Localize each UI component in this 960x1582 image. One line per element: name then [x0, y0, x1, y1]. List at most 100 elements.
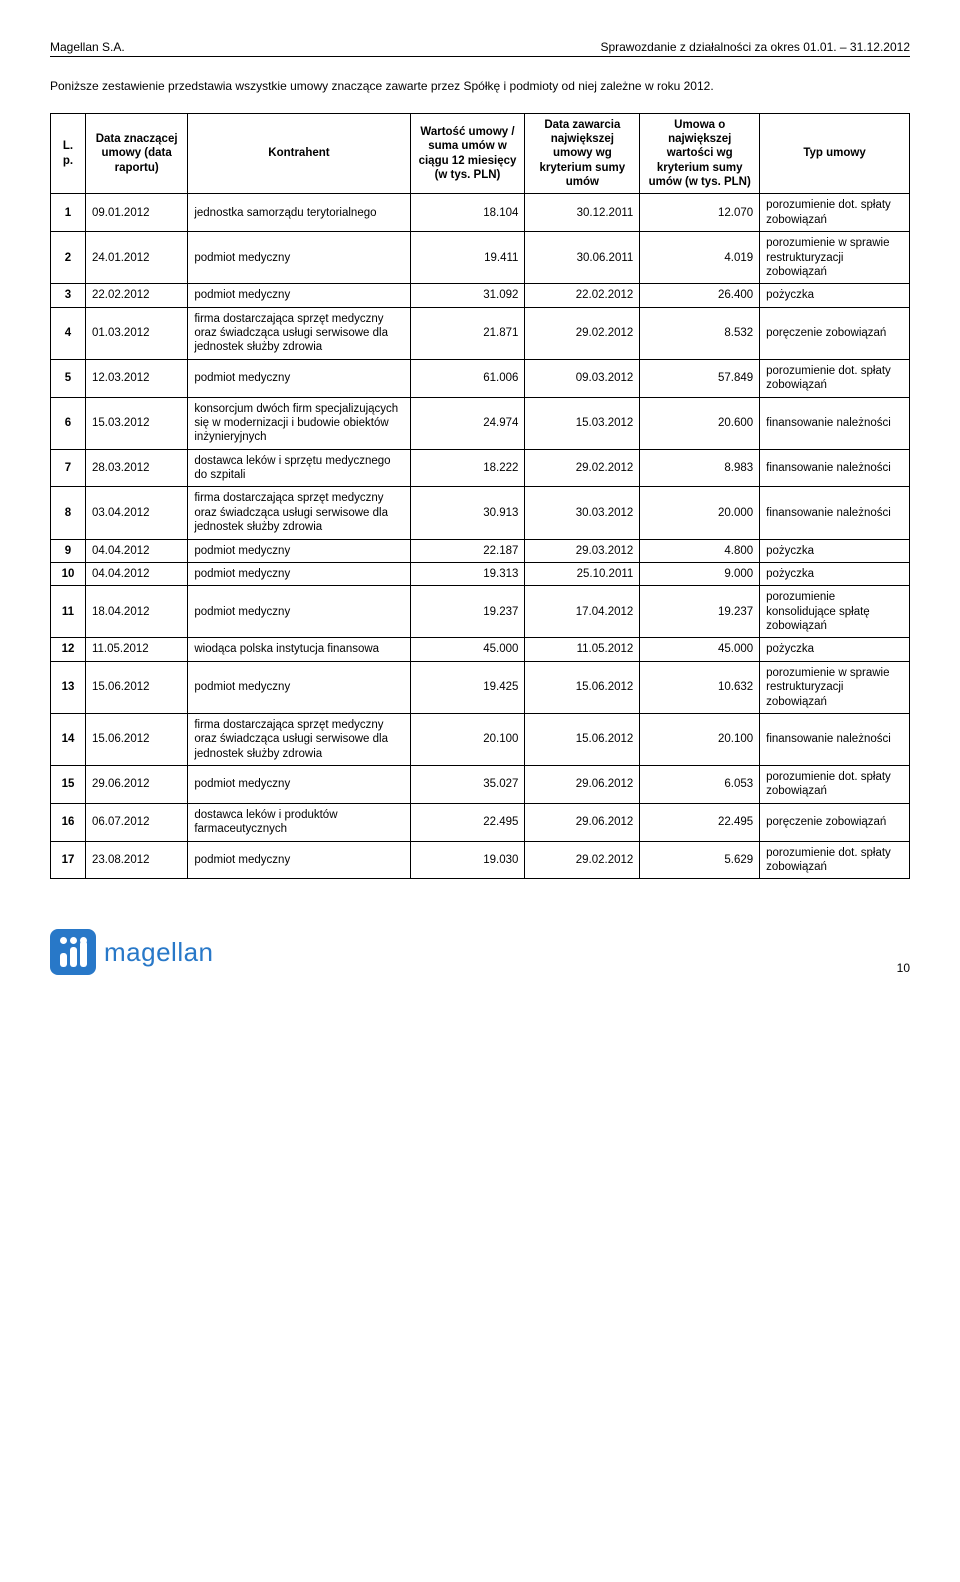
table-cell: 31.092	[410, 284, 525, 307]
table-cell: 15.06.2012	[85, 713, 187, 765]
table-cell: podmiot medyczny	[188, 586, 410, 638]
company-name: Magellan S.A.	[50, 40, 125, 54]
table-cell: 9.000	[640, 562, 760, 585]
table-cell: jednostka samorządu terytorialnego	[188, 194, 410, 232]
table-cell: 18.04.2012	[85, 586, 187, 638]
table-cell: porozumienie w sprawie restrukturyzacji …	[760, 661, 910, 713]
table-cell: pożyczka	[760, 562, 910, 585]
table-cell: 5.629	[640, 841, 760, 879]
agreements-table: L. p. Data znaczącej umowy (data raportu…	[50, 113, 910, 880]
table-cell: 29.02.2012	[525, 449, 640, 487]
table-cell: porozumienie dot. spłaty zobowiązań	[760, 194, 910, 232]
table-cell: 7	[51, 449, 86, 487]
table-row: 1529.06.2012podmiot medyczny35.02729.06.…	[51, 766, 910, 804]
table-row: 803.04.2012firma dostarczająca sprzęt me…	[51, 487, 910, 539]
table-cell: 21.871	[410, 307, 525, 359]
table-cell: 19.030	[410, 841, 525, 879]
table-cell: 30.03.2012	[525, 487, 640, 539]
table-cell: 4	[51, 307, 86, 359]
table-cell: 57.849	[640, 359, 760, 397]
table-row: 1415.06.2012firma dostarczająca sprzęt m…	[51, 713, 910, 765]
table-row: 1118.04.2012podmiot medyczny19.23717.04.…	[51, 586, 910, 638]
table-row: 1606.07.2012dostawca leków i produktów f…	[51, 803, 910, 841]
table-cell: 22.187	[410, 539, 525, 562]
table-cell: 20.100	[410, 713, 525, 765]
col-header: Typ umowy	[760, 113, 910, 194]
table-cell: pożyczka	[760, 638, 910, 661]
table-cell: 12	[51, 638, 86, 661]
table-row: 224.01.2012podmiot medyczny19.41130.06.2…	[51, 232, 910, 284]
table-cell: 29.03.2012	[525, 539, 640, 562]
table-cell: 30.913	[410, 487, 525, 539]
table-cell: 8.532	[640, 307, 760, 359]
table-cell: 30.12.2011	[525, 194, 640, 232]
table-cell: 6	[51, 397, 86, 449]
table-cell: 20.000	[640, 487, 760, 539]
table-row: 109.01.2012jednostka samorządu terytoria…	[51, 194, 910, 232]
table-cell: 4.019	[640, 232, 760, 284]
table-cell: poręczenie zobowiązań	[760, 803, 910, 841]
table-cell: porozumienie dot. spłaty zobowiązań	[760, 359, 910, 397]
table-cell: 8.983	[640, 449, 760, 487]
table-cell: 01.03.2012	[85, 307, 187, 359]
table-cell: 06.07.2012	[85, 803, 187, 841]
table-cell: porozumienie w sprawie restrukturyzacji …	[760, 232, 910, 284]
table-cell: 45.000	[410, 638, 525, 661]
logo: magellan	[50, 929, 214, 975]
table-cell: 29.02.2012	[525, 841, 640, 879]
table-cell: 16	[51, 803, 86, 841]
table-cell: pożyczka	[760, 284, 910, 307]
intro-paragraph: Poniższe zestawienie przedstawia wszystk…	[50, 79, 910, 95]
table-cell: 15.03.2012	[85, 397, 187, 449]
col-header: Kontrahent	[188, 113, 410, 194]
table-cell: 24.01.2012	[85, 232, 187, 284]
table-cell: 45.000	[640, 638, 760, 661]
table-cell: finansowanie należności	[760, 487, 910, 539]
table-cell: 35.027	[410, 766, 525, 804]
col-header: Data znaczącej umowy (data raportu)	[85, 113, 187, 194]
col-header: L. p.	[51, 113, 86, 194]
table-cell: 4.800	[640, 539, 760, 562]
table-cell: 23.08.2012	[85, 841, 187, 879]
table-cell: 10.632	[640, 661, 760, 713]
table-cell: 17	[51, 841, 86, 879]
table-cell: 13	[51, 661, 86, 713]
table-row: 615.03.2012konsorcjum dwóch firm specjal…	[51, 397, 910, 449]
table-cell: wiodąca polska instytucja finansowa	[188, 638, 410, 661]
table-cell: porozumienie konsolidujące spłatę zobowi…	[760, 586, 910, 638]
table-cell: 15.06.2012	[85, 661, 187, 713]
report-title: Sprawozdanie z działalności za okres 01.…	[600, 40, 910, 54]
table-cell: 6.053	[640, 766, 760, 804]
table-cell: 1	[51, 194, 86, 232]
table-cell: dostawca leków i sprzętu medycznego do s…	[188, 449, 410, 487]
table-cell: 15.06.2012	[525, 661, 640, 713]
table-cell: 15	[51, 766, 86, 804]
table-cell: 12.070	[640, 194, 760, 232]
table-row: 1211.05.2012wiodąca polska instytucja fi…	[51, 638, 910, 661]
table-cell: 11	[51, 586, 86, 638]
table-cell: podmiot medyczny	[188, 661, 410, 713]
col-header: Wartość umowy / suma umów w ciągu 12 mie…	[410, 113, 525, 194]
table-cell: poręczenie zobowiązań	[760, 307, 910, 359]
table-cell: 29.02.2012	[525, 307, 640, 359]
table-row: 512.03.2012podmiot medyczny61.00609.03.2…	[51, 359, 910, 397]
table-cell: 29.06.2012	[525, 766, 640, 804]
logo-text: magellan	[104, 937, 214, 968]
table-cell: 29.06.2012	[525, 803, 640, 841]
table-cell: 28.03.2012	[85, 449, 187, 487]
table-cell: 15.06.2012	[525, 713, 640, 765]
table-row: 401.03.2012firma dostarczająca sprzęt me…	[51, 307, 910, 359]
table-cell: 22.02.2012	[525, 284, 640, 307]
table-cell: podmiot medyczny	[188, 766, 410, 804]
table-cell: 9	[51, 539, 86, 562]
table-cell: 04.04.2012	[85, 539, 187, 562]
table-cell: firma dostarczająca sprzęt medyczny oraz…	[188, 307, 410, 359]
table-cell: 61.006	[410, 359, 525, 397]
table-cell: 24.974	[410, 397, 525, 449]
table-cell: podmiot medyczny	[188, 359, 410, 397]
table-cell: firma dostarczająca sprzęt medyczny oraz…	[188, 487, 410, 539]
table-cell: podmiot medyczny	[188, 841, 410, 879]
table-cell: 04.04.2012	[85, 562, 187, 585]
table-cell: 17.04.2012	[525, 586, 640, 638]
table-cell: 19.237	[410, 586, 525, 638]
